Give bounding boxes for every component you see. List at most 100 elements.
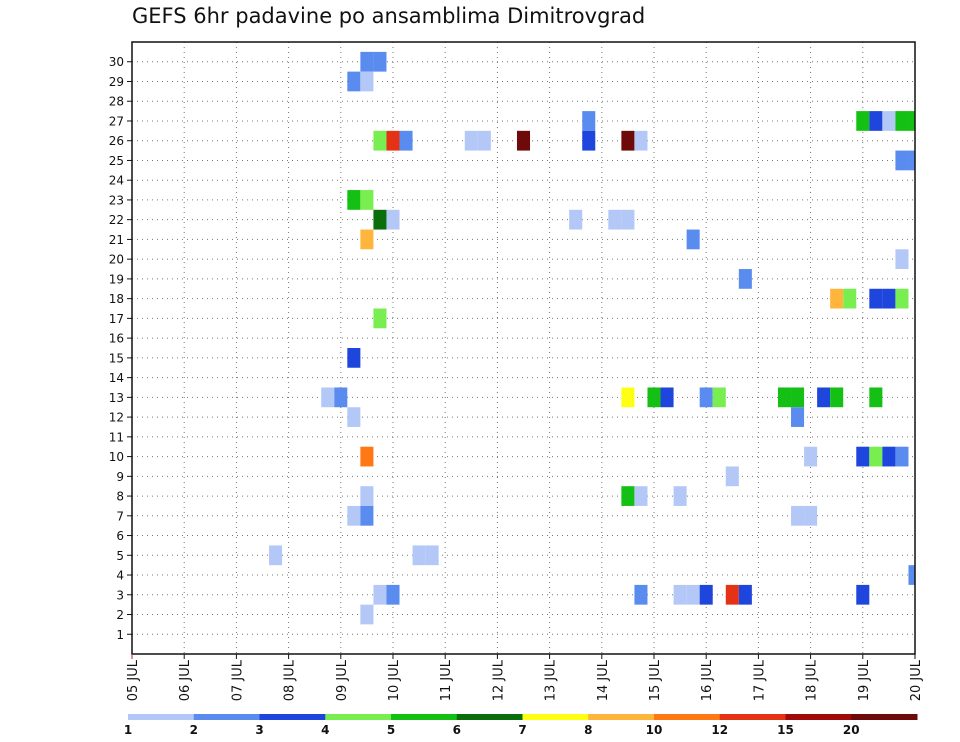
precip-cell (516, 130, 531, 151)
precip-cell (360, 486, 374, 506)
colorbar-label: 7 (518, 723, 526, 737)
precip-cell (895, 446, 909, 467)
chart-title: GEFS 6hr padavine po ansamblima Dimitrov… (132, 4, 646, 28)
precip-cell (321, 387, 335, 408)
y-tick-label: 11 (109, 430, 124, 444)
colorbar-label: 1 (124, 723, 132, 737)
precip-cell (856, 446, 870, 467)
y-tick-label: 7 (116, 509, 124, 523)
precip-cell (856, 584, 870, 605)
y-tick-label: 14 (109, 371, 124, 385)
precip-cell (360, 446, 374, 467)
precip-cell (908, 150, 915, 171)
precip-cell (386, 584, 400, 605)
x-tick-label: 08 JUL (283, 659, 298, 701)
precip-cell (791, 505, 805, 526)
precip-cell (856, 111, 870, 131)
precip-cell (621, 209, 635, 230)
y-tick-label: 23 (109, 193, 124, 207)
y-tick-label: 26 (109, 134, 124, 148)
precip-cell (360, 229, 374, 250)
precip-cell (895, 150, 909, 171)
precip-cell (908, 111, 915, 131)
x-tick-label: 13 JUL (544, 659, 559, 701)
y-tick-label: 28 (109, 95, 124, 109)
precip-cell (360, 190, 374, 210)
precip-cell (882, 288, 896, 309)
y-tick-label: 5 (116, 549, 124, 563)
y-tick-label: 3 (116, 588, 124, 602)
precip-cell (804, 505, 818, 526)
colorbar-swatch (456, 714, 523, 720)
y-tick-label: 1 (116, 628, 124, 642)
x-axis: 05 JUL 06 JUL 07 JUL 08 JUL 09 JUL 10 JUL 11 J… (126, 654, 924, 701)
precip-cell (738, 269, 752, 289)
precip-cell (882, 111, 896, 131)
precip-cell (373, 308, 387, 329)
colorbar-label: 15 (777, 723, 794, 737)
colorbar-swatch (128, 714, 195, 720)
x-tick-label: 20 JUL (909, 659, 924, 701)
x-tick-label: 06 JUL (178, 659, 193, 701)
precip-cell (621, 130, 635, 151)
precip-cell (582, 130, 596, 151)
precip-cell (360, 71, 374, 92)
colorbar-label: 8 (584, 723, 592, 737)
precip-cell (621, 387, 635, 408)
precip-cell (634, 486, 648, 506)
colorbar-label: 20 (843, 723, 860, 737)
precip-cell (360, 51, 374, 72)
precip-cell (373, 209, 387, 230)
precip-cell (699, 584, 713, 605)
precip-cell (477, 130, 491, 151)
colorbar-swatch (193, 714, 260, 720)
precip-cell (660, 387, 674, 408)
precip-cell (830, 288, 844, 309)
x-tick-label: 10 JUL (387, 659, 402, 701)
colorbar-label: 10 (646, 723, 663, 737)
precip-cell (569, 209, 583, 230)
precip-cell (386, 130, 400, 151)
precip-cell (347, 190, 361, 210)
y-tick-label: 17 (109, 312, 124, 326)
precip-cell (673, 486, 687, 506)
precip-cell (373, 130, 387, 151)
precip-cell (412, 545, 426, 566)
precip-cell (399, 130, 413, 151)
y-tick-label: 25 (109, 154, 124, 168)
precip-cell (699, 387, 713, 408)
precip-cell (425, 545, 439, 566)
y-tick-label: 12 (109, 411, 124, 425)
colorbar-swatch (259, 714, 326, 720)
colorbar-swatch (522, 714, 589, 720)
x-tick-label: 09 JUL (335, 659, 350, 701)
y-tick-label: 21 (109, 233, 124, 247)
precip-cell (895, 111, 909, 131)
x-tick-label: 17 JUL (752, 659, 767, 701)
y-tick-label: 15 (109, 351, 124, 365)
precip-cells (269, 51, 915, 625)
precip-cell (673, 584, 687, 605)
colorbar-label: 5 (387, 723, 395, 737)
y-tick-label: 4 (116, 569, 124, 583)
precip-cell (686, 584, 700, 605)
precip-cell (908, 565, 915, 585)
plot-frame (131, 41, 916, 655)
precip-cell (360, 505, 374, 526)
y-tick-label: 10 (109, 450, 124, 464)
colorbar-label: 6 (453, 723, 461, 737)
precip-cell (373, 51, 387, 72)
y-tick-label: 13 (109, 391, 124, 405)
colorbar-swatch (325, 714, 392, 720)
precip-cell (347, 71, 361, 92)
colorbar-label: 4 (321, 723, 329, 737)
y-tick-label: 9 (116, 470, 124, 484)
y-tick-label: 2 (116, 608, 124, 622)
x-tick-label: 15 JUL (648, 659, 663, 701)
precip-cell (843, 288, 857, 309)
y-tick-label: 6 (116, 529, 124, 543)
colorbar-legend: 1 2 3 4 5 6 7 8 10 12 15 20 (124, 714, 918, 737)
colorbar-label: 12 (711, 723, 728, 737)
precip-cell (347, 505, 361, 526)
